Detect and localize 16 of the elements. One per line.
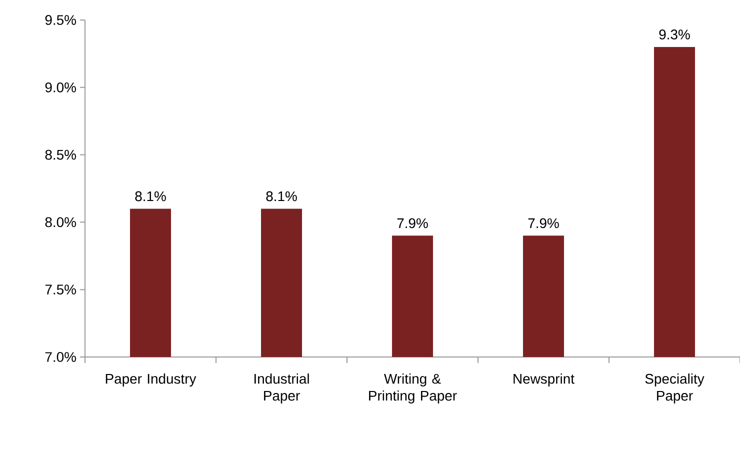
x-tick-label: Paper Industry [106, 374, 196, 386]
y-tick-label: 7.5% [45, 284, 76, 294]
x-tick-label: Speciality Paper [645, 374, 704, 404]
x-tick-label: Writing & Printing Paper [369, 374, 457, 404]
data-label: 7.9% [397, 218, 428, 228]
y-tick-label: 9.5% [45, 15, 76, 25]
data-label: 9.3% [659, 30, 690, 40]
data-label: 8.1% [135, 191, 166, 202]
y-tick-label: 7.0% [45, 352, 76, 362]
x-tick-label: Industrial Paper [254, 374, 309, 404]
y-tick-label: 8.5% [45, 150, 76, 160]
y-tick-label: 9.0% [45, 82, 76, 92]
x-tick-label: Newsprint [514, 374, 574, 386]
data-label: 7.9% [528, 218, 559, 228]
data-label: 8.1% [266, 191, 297, 202]
y-tick-label: 8.0% [45, 217, 76, 228]
